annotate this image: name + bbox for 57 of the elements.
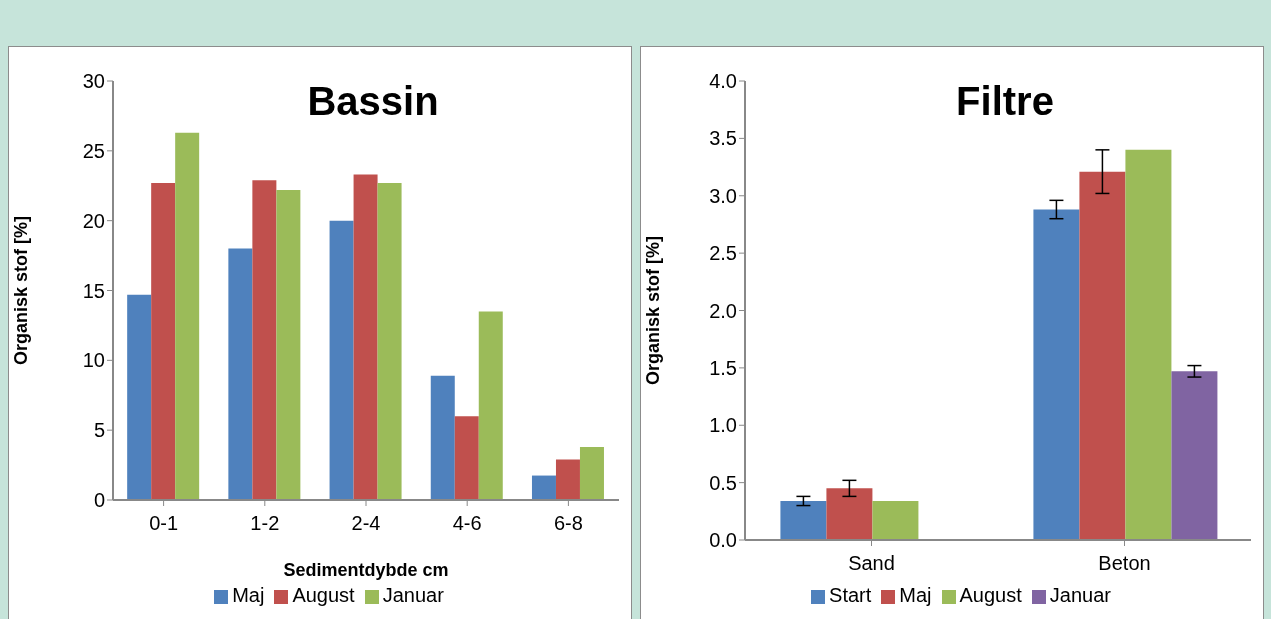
legend-label: Januar: [382, 584, 444, 606]
x-tick-label: 6-8: [553, 512, 583, 535]
y-tick-label: 2.0: [709, 299, 737, 322]
bar: [228, 248, 253, 500]
y-tick-label: 4.0: [709, 70, 737, 93]
bar: [579, 446, 604, 500]
y-tick-label: 3.0: [709, 184, 737, 207]
y-tick-label: 1.0: [709, 414, 737, 437]
bar: [276, 189, 301, 500]
y-tick-label: 15: [82, 279, 105, 302]
y-tick-label: 0: [93, 489, 105, 512]
y-tick-label: 25: [82, 139, 105, 162]
x-axis-title: Sedimentdybde cm: [283, 560, 449, 580]
legend-label: Start: [829, 584, 872, 606]
bar: [1033, 209, 1080, 540]
bar: [454, 416, 479, 500]
y-tick-label: 0.5: [709, 471, 737, 494]
legend-label: August: [959, 584, 1022, 606]
x-tick-label: Beton: [1098, 552, 1151, 575]
x-tick-label: 0-1: [149, 512, 179, 535]
legend-label: Maj: [899, 584, 932, 606]
y-axis-title: Organisk stof [%]: [643, 235, 664, 386]
bar: [430, 375, 455, 500]
y-tick-label: 0.0: [709, 529, 737, 552]
chart-title: Bassin: [306, 79, 440, 124]
y-tick-label: 3.5: [709, 127, 737, 150]
bar: [531, 475, 556, 500]
bar: [1125, 149, 1172, 540]
bar: [478, 311, 503, 500]
y-tick-label: 5: [93, 419, 105, 442]
x-tick-label: 4-6: [452, 512, 482, 535]
x-tick-label: 2-4: [351, 512, 381, 535]
bar: [353, 174, 378, 500]
legend-label: Maj: [232, 584, 265, 606]
bar: [780, 500, 827, 540]
legend-label: Januar: [1049, 584, 1111, 606]
x-tick-label: Sand: [848, 552, 895, 575]
bar: [555, 459, 580, 500]
bar: [329, 220, 354, 500]
bar: [127, 294, 152, 500]
chart-title: Filtre: [955, 79, 1055, 124]
y-tick-label: 20: [82, 209, 105, 232]
x-tick-label: 1-2: [250, 512, 280, 535]
y-tick-label: 10: [82, 349, 105, 372]
y-axis-title: Organisk stof [%]: [11, 215, 32, 366]
y-tick-label: 1.5: [709, 356, 737, 379]
y-tick-label: 30: [82, 70, 105, 93]
bar: [872, 500, 919, 540]
bar: [377, 182, 402, 500]
legend-label: August: [292, 584, 355, 606]
bar: [175, 132, 200, 500]
bar: [252, 180, 277, 500]
y-tick-label: 2.5: [709, 242, 737, 265]
bar: [1079, 171, 1126, 540]
bar: [1171, 371, 1218, 540]
bar: [826, 488, 873, 540]
bar: [151, 182, 176, 500]
